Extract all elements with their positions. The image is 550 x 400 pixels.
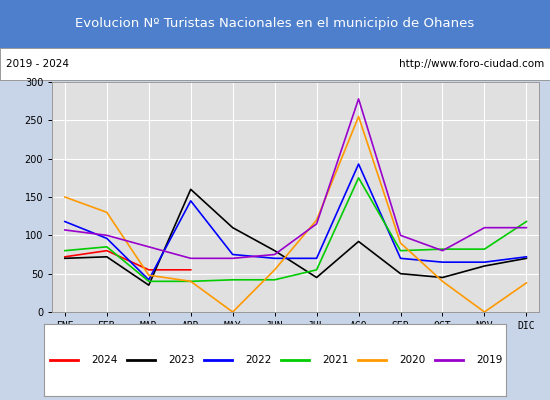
Text: 2024: 2024 — [92, 355, 118, 365]
Text: 2019: 2019 — [477, 355, 503, 365]
Text: 2020: 2020 — [400, 355, 426, 365]
Text: Evolucion Nº Turistas Nacionales en el municipio de Ohanes: Evolucion Nº Turistas Nacionales en el m… — [75, 18, 475, 30]
Text: 2019 - 2024: 2019 - 2024 — [6, 59, 69, 69]
Text: 2023: 2023 — [169, 355, 195, 365]
Text: http://www.foro-ciudad.com: http://www.foro-ciudad.com — [399, 59, 544, 69]
Text: 2021: 2021 — [323, 355, 349, 365]
Text: 2022: 2022 — [246, 355, 272, 365]
